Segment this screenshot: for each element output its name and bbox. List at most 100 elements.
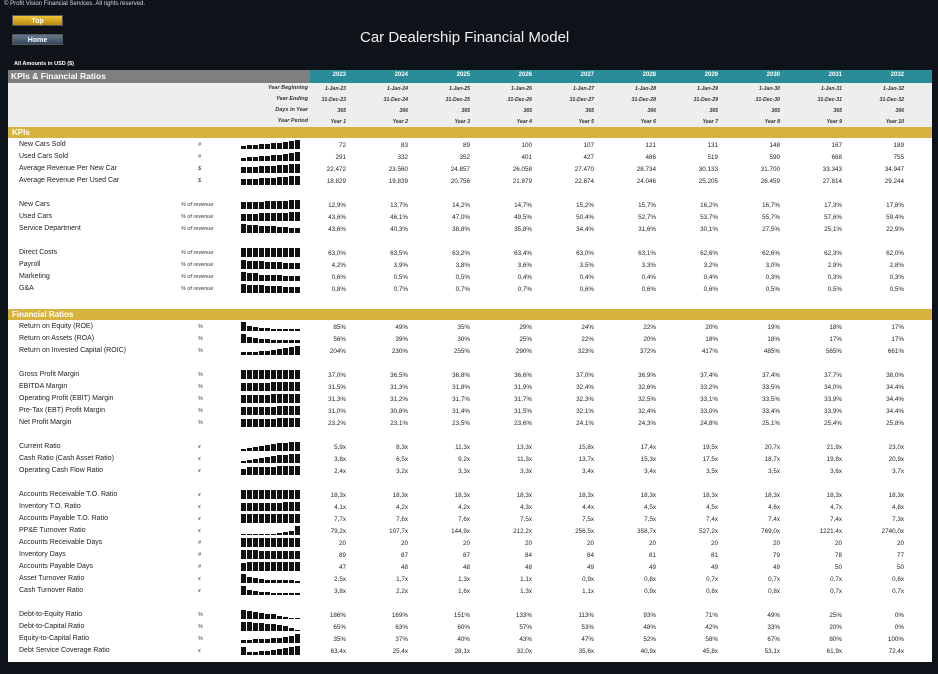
sparkline-bar: [295, 618, 300, 619]
cell-value: 80%: [829, 636, 842, 643]
cell-value: 34,4%: [886, 408, 904, 415]
cell-value: 34,0%: [824, 384, 842, 391]
timeline-value: 31-Dec-28: [631, 97, 656, 103]
metric-label: Operating Cash Flow Ratio: [19, 467, 104, 474]
sparkline-bar: [271, 534, 276, 535]
cell-value: 27.470: [574, 166, 594, 173]
cell-value: 84: [586, 552, 594, 559]
section-header: KPIs & Financial Ratios: [8, 70, 310, 83]
sparkline-bar: [295, 287, 300, 293]
sparkline-bar: [259, 490, 264, 499]
sparkline-bar: [283, 648, 288, 655]
sparkline-bar: [271, 514, 276, 523]
cell-value: 18%: [705, 336, 718, 343]
cell-value: 49%: [767, 612, 780, 619]
cell-value: 0,5%: [889, 286, 904, 293]
sparkline-bar: [283, 443, 288, 451]
sparkline: [241, 622, 309, 631]
top-button[interactable]: Top: [12, 15, 63, 26]
cell-value: 18,3x: [826, 492, 842, 499]
sparkline-bar: [265, 651, 270, 655]
cell-value: 22%: [581, 336, 594, 343]
cell-value: 148: [769, 142, 780, 149]
cell-value: 0,5%: [455, 274, 470, 281]
sparkline-bar: [277, 649, 282, 655]
cell-value: 36,5%: [390, 372, 408, 379]
section-header-title: KPIs & Financial Ratios: [11, 71, 106, 81]
cell-value: 0,6%: [641, 286, 656, 293]
cell-value: 37%: [395, 636, 408, 643]
cell-value: 0,4%: [517, 274, 532, 281]
sparkline-bar: [241, 503, 246, 511]
sparkline-bar: [259, 351, 264, 355]
metric-label: Debt Service Coverage Ratio: [19, 647, 110, 654]
sparkline-bar: [283, 263, 288, 269]
sparkline-bar: [241, 248, 246, 257]
sparkline-bar: [265, 370, 270, 379]
unit-label: %: [198, 324, 203, 330]
cell-value: 3,5%: [579, 262, 594, 269]
cell-value: 1221,4x: [819, 528, 842, 535]
sparkline-bar: [265, 383, 270, 391]
timeline-value: 1-Jan-30: [758, 86, 780, 92]
sparkline-bar: [265, 286, 270, 293]
cell-value: 3,8x: [334, 588, 346, 595]
cell-value: 9,2x: [458, 456, 470, 463]
cell-value: 46,1%: [390, 214, 408, 221]
unit-label: #: [198, 540, 202, 546]
timeline-value: 31-Dec-26: [507, 97, 532, 103]
sparkline-bar: [247, 467, 252, 475]
sparkline-bar: [277, 580, 282, 583]
sparkline-bar: [277, 533, 282, 535]
sparkline-bar: [253, 285, 258, 293]
sparkline-bar: [259, 285, 264, 293]
sparkline-bar: [265, 178, 270, 185]
sparkline-bar: [295, 551, 300, 559]
cell-value: 32,4%: [576, 384, 594, 391]
sparkline-bar: [271, 275, 276, 281]
cell-value: 31.700: [760, 166, 780, 173]
sparkline-bar: [283, 617, 288, 619]
sparkline-bar: [253, 562, 258, 571]
unit-label: % of revenue: [181, 226, 214, 232]
sparkline-bar: [241, 449, 246, 451]
cell-value: 24.857: [450, 166, 470, 173]
timeline-value: 31-Dec-32: [879, 97, 904, 103]
cell-value: 62,6%: [700, 250, 718, 257]
cell-value: 0,7x: [892, 588, 904, 595]
sparkline-bar: [265, 614, 270, 619]
cell-value: 3,9%: [393, 262, 408, 269]
cell-value: 24,8%: [700, 420, 718, 427]
home-button[interactable]: Home: [12, 34, 63, 45]
cell-value: 3,6%: [517, 262, 532, 269]
cell-value: 20: [896, 540, 904, 547]
cell-value: 93%: [643, 612, 656, 619]
timeline-value: 31-Dec-30: [755, 97, 780, 103]
cell-value: 25,4%: [824, 420, 842, 427]
cell-value: 31,6%: [638, 226, 656, 233]
cell-value: 52,7%: [638, 214, 656, 221]
sparkline-bar: [283, 532, 288, 535]
cell-value: 0,5%: [765, 286, 780, 293]
year-header: 2028: [642, 72, 656, 78]
timeline-value: Year 5: [578, 119, 594, 125]
sparkline-bar: [247, 225, 252, 233]
cell-value: 3,6x: [830, 468, 842, 475]
cell-value: 11,3x: [517, 456, 532, 463]
cell-value: 486: [645, 154, 656, 161]
cell-value: 755: [893, 154, 904, 161]
sparkline-bar: [253, 639, 258, 643]
cell-value: 31,5%: [514, 408, 532, 415]
cell-value: 19,8x: [826, 456, 842, 463]
sparkline-bar: [265, 213, 270, 221]
cell-value: 33,0%: [700, 408, 718, 415]
cell-value: 3,4x: [582, 468, 594, 475]
cell-value: 60%: [457, 624, 470, 631]
sparkline-bar: [289, 466, 294, 475]
sparkline-bar: [247, 179, 252, 185]
sparkline-bar: [283, 466, 288, 475]
cell-value: 1,1x: [582, 588, 594, 595]
cell-value: 28,1x: [454, 648, 470, 655]
year-header-band: 2023 2024 2025 2026 2027 2028 2029 2030 2031 2032: [310, 70, 932, 83]
cell-value: 59,4%: [886, 214, 904, 221]
